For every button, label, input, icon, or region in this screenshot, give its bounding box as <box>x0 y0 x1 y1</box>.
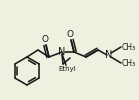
Text: Ethyl: Ethyl <box>58 66 76 72</box>
Text: CH₃: CH₃ <box>122 58 136 68</box>
Text: N: N <box>58 47 66 57</box>
Text: CH₃: CH₃ <box>122 42 136 52</box>
Text: O: O <box>42 35 49 44</box>
Text: O: O <box>66 30 74 39</box>
Text: N: N <box>105 50 113 60</box>
